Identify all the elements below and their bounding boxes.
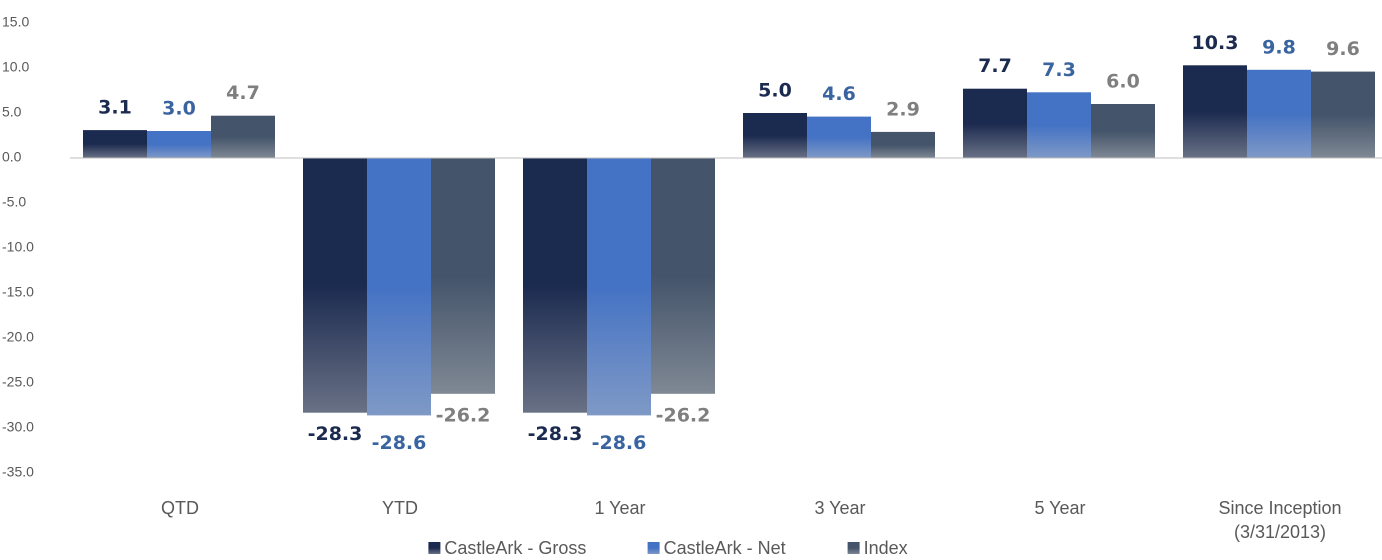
bar	[523, 158, 587, 413]
x-tick-label: Since Inception (3/31/2013)	[1218, 498, 1342, 542]
y-tick-label: -30.0	[2, 419, 34, 435]
data-label: 5.0	[758, 80, 792, 102]
bar	[1311, 71, 1375, 158]
y-tick-label: -20.0	[2, 329, 34, 345]
y-tick-label: -10.0	[2, 239, 34, 255]
bar	[1091, 104, 1155, 158]
legend-swatch	[647, 542, 660, 554]
data-label: -28.6	[592, 432, 647, 454]
data-label: 10.3	[1192, 32, 1239, 54]
bar	[211, 115, 275, 158]
data-label: 9.8	[1262, 36, 1296, 58]
y-tick-label: -15.0	[2, 284, 34, 300]
data-label: -28.3	[308, 423, 363, 445]
data-label: 6.0	[1106, 71, 1140, 93]
data-label: 4.7	[226, 82, 260, 104]
y-tick-label: -5.0	[2, 194, 26, 210]
data-label: 7.7	[978, 55, 1012, 77]
bar	[1247, 69, 1311, 158]
x-tick-label: 1 Year	[594, 498, 646, 518]
bar	[147, 131, 211, 158]
legend-label: CastleArk - Net	[664, 538, 786, 558]
x-tick-label: QTD	[161, 498, 199, 518]
legend-swatch	[847, 542, 860, 554]
data-label: -28.6	[372, 432, 427, 454]
data-label: -28.3	[528, 423, 583, 445]
data-label: 9.6	[1326, 38, 1360, 60]
bar	[743, 113, 807, 158]
y-tick-label: -35.0	[2, 464, 34, 480]
y-tick-label: 0.0	[2, 149, 22, 165]
y-tick-label: 5.0	[2, 104, 22, 120]
bar	[587, 158, 651, 416]
data-label: 2.9	[886, 98, 920, 120]
x-tick-label: 3 Year	[814, 498, 866, 518]
data-label: -26.2	[436, 404, 491, 426]
data-label: 3.1	[98, 97, 132, 119]
y-tick-label: -25.0	[2, 374, 34, 390]
legend-label: Index	[864, 538, 908, 558]
x-tick-label: 5 Year	[1034, 498, 1086, 518]
x-tick-label: YTD	[382, 498, 418, 518]
data-label: -26.2	[656, 404, 711, 426]
data-label: 3.0	[162, 98, 196, 120]
data-label: 4.6	[822, 83, 856, 105]
bar	[871, 131, 935, 158]
legend-label: CastleArk - Gross	[444, 538, 586, 558]
bar	[1027, 92, 1091, 158]
bar	[303, 158, 367, 413]
bar	[431, 158, 495, 394]
bar	[651, 158, 715, 394]
y-tick-label: 10.0	[2, 59, 29, 75]
data-label: 7.3	[1042, 59, 1076, 81]
bar	[807, 116, 871, 158]
bar	[83, 130, 147, 158]
bar	[963, 88, 1027, 158]
bar	[367, 158, 431, 416]
bar	[1183, 65, 1247, 158]
legend-swatch	[428, 542, 441, 554]
y-tick-label: 15.0	[2, 14, 29, 30]
